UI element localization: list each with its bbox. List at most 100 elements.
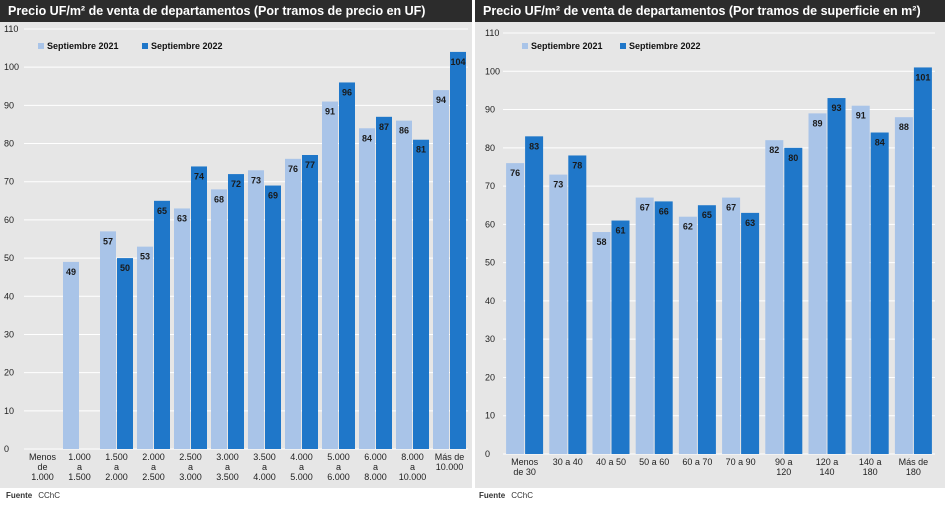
x-tick-label: Menos de 30 xyxy=(511,457,539,477)
bar xyxy=(302,155,318,449)
bar xyxy=(211,189,227,449)
bar xyxy=(506,163,525,455)
bar xyxy=(741,212,760,454)
bar xyxy=(339,82,355,450)
x-tick-label: 70 a 90 xyxy=(726,457,756,467)
data-label: 68 xyxy=(214,194,224,204)
data-label: 89 xyxy=(812,118,822,128)
data-label: 77 xyxy=(305,160,315,170)
legend-swatch xyxy=(522,43,528,49)
chart-price-ranges: 0 10 20 30 40 50 60 70 80 90 100 110 Septiembre 2021… xyxy=(4,24,468,482)
x-tick-label: Menos de 1.000 xyxy=(29,452,57,482)
chart-panel-surface-ranges: Precio UF/m² de venta de departamentos (… xyxy=(475,0,945,508)
legend-label: Septiembre 2021 xyxy=(47,41,119,51)
x-tick-label: 3.000 a 3.500 xyxy=(216,452,239,482)
y-tick-label: 40 xyxy=(4,291,14,301)
y-tick-label: 10 xyxy=(4,406,14,416)
data-label: 86 xyxy=(399,126,409,136)
y-tick-label: 20 xyxy=(4,368,14,378)
bar xyxy=(678,216,697,454)
legend-label: Septiembre 2022 xyxy=(629,41,701,51)
data-label: 93 xyxy=(831,103,841,113)
source-text: CChC xyxy=(511,491,534,500)
legend-swatch xyxy=(38,43,44,49)
y-tick-label: 70 xyxy=(4,177,14,187)
data-label: 84 xyxy=(362,133,372,143)
bar xyxy=(359,128,375,449)
chart-surface-ranges: 0 10 20 30 40 50 60 70 80 90 100 110 Septiembre 2021… xyxy=(485,28,935,477)
data-label: 87 xyxy=(379,122,389,132)
bar xyxy=(376,116,392,450)
bar xyxy=(568,155,587,455)
data-label: 72 xyxy=(231,179,241,189)
bar xyxy=(525,136,544,454)
legend-label: Septiembre 2022 xyxy=(151,41,223,51)
data-label: 96 xyxy=(342,87,352,97)
panel-divider xyxy=(472,0,475,508)
bar xyxy=(285,158,301,449)
data-label: 83 xyxy=(529,141,539,151)
y-tick-label: 50 xyxy=(485,258,495,268)
y-tick-label: 80 xyxy=(4,139,14,149)
data-label: 67 xyxy=(640,203,650,213)
source-note: Fuente CChC xyxy=(6,491,60,500)
y-tick-label: 110 xyxy=(485,28,499,38)
data-label: 73 xyxy=(251,175,261,185)
y-tick-label: 50 xyxy=(4,253,14,263)
y-tick-label: 100 xyxy=(4,62,19,72)
bar xyxy=(851,105,870,454)
data-label: 58 xyxy=(596,237,606,247)
bar xyxy=(870,132,889,454)
bar xyxy=(549,174,568,455)
data-label: 88 xyxy=(899,122,909,132)
data-label: 62 xyxy=(683,222,693,232)
bar xyxy=(697,205,716,454)
data-label: 101 xyxy=(915,72,930,82)
x-tick-label: 30 a 40 xyxy=(553,457,583,467)
bar xyxy=(248,170,264,450)
bar xyxy=(450,51,466,449)
y-tick-label: 60 xyxy=(4,215,14,225)
data-label: 104 xyxy=(450,57,465,67)
bar xyxy=(765,140,784,454)
data-label: 76 xyxy=(288,164,298,174)
data-label: 50 xyxy=(120,263,130,273)
data-label: 80 xyxy=(788,153,798,163)
y-tick-label: 40 xyxy=(485,296,495,306)
data-label: 94 xyxy=(436,95,446,105)
legend-label: Septiembre 2021 xyxy=(531,41,603,51)
x-tick-label: 4.000 a 5.000 xyxy=(290,452,313,482)
bar xyxy=(722,197,741,454)
x-tick-label: 1.500 a 2.000 xyxy=(105,452,128,482)
x-tick-label: 120 a 140 xyxy=(816,457,839,477)
x-tick-label: 3.500 a 4.000 xyxy=(253,452,276,482)
source-label: Fuente xyxy=(6,491,33,500)
data-label: 57 xyxy=(103,236,113,246)
data-label: 63 xyxy=(745,218,755,228)
x-tick-label: Más de 10.000 xyxy=(435,452,465,472)
y-tick-label: 110 xyxy=(4,24,18,34)
x-tick-label: 90 a 120 xyxy=(775,457,793,477)
y-tick-label: 60 xyxy=(485,219,495,229)
data-label: 49 xyxy=(66,267,76,277)
bar xyxy=(413,139,429,449)
data-label: 65 xyxy=(157,206,167,216)
bar xyxy=(154,200,170,449)
bar xyxy=(635,197,654,454)
y-tick-label: 20 xyxy=(485,372,495,382)
bar xyxy=(265,185,281,449)
bar xyxy=(654,201,673,454)
data-label: 82 xyxy=(769,145,779,155)
x-tick-label: 140 a 180 xyxy=(859,457,882,477)
x-tick-label: 2.000 a 2.500 xyxy=(142,452,165,482)
x-tick-label: 60 a 70 xyxy=(682,457,712,467)
chart-title: Precio UF/m² de venta de departamentos (… xyxy=(475,0,945,22)
data-label: 78 xyxy=(572,160,582,170)
bar xyxy=(827,98,846,455)
y-tick-label: 90 xyxy=(4,100,14,110)
x-tick-label: 50 a 60 xyxy=(639,457,669,467)
data-label: 76 xyxy=(510,168,520,178)
bar xyxy=(894,117,913,454)
y-tick-label: 70 xyxy=(485,181,495,191)
data-label: 74 xyxy=(194,171,204,181)
